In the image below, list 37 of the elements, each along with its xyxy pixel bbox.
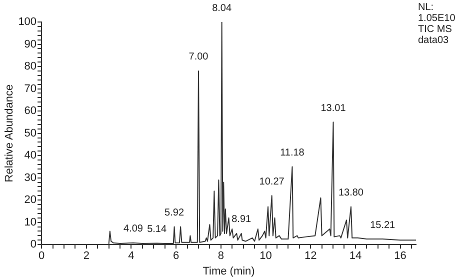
y-tick-label: 50 bbox=[24, 127, 37, 140]
text: TIC MS bbox=[418, 24, 453, 35]
x-tick-label: 16 bbox=[394, 250, 406, 262]
y-tick-label: 40 bbox=[24, 150, 37, 162]
annotation: 11.18 bbox=[280, 147, 305, 158]
annotation: 7.00 bbox=[188, 52, 209, 63]
x-tick-label: 8 bbox=[218, 250, 224, 262]
x-tick-label: 4 bbox=[128, 250, 134, 262]
text: NL: bbox=[418, 2, 435, 13]
annotation: 15.21 bbox=[370, 220, 396, 231]
y-tick-label: 80 bbox=[24, 60, 37, 73]
annotation: 5.14 bbox=[147, 224, 167, 236]
y-tick-label: 60 bbox=[24, 105, 37, 118]
y-tick-label: 30 bbox=[24, 172, 37, 184]
text: 1.05E10 bbox=[418, 13, 456, 24]
x-tick-label: 2 bbox=[83, 250, 90, 262]
y-tick-label: 0 bbox=[30, 238, 37, 251]
x-axis-title: Time (min) bbox=[202, 265, 255, 278]
annotation: 8.04 bbox=[212, 2, 232, 14]
annotation: 4.09 bbox=[124, 224, 144, 235]
annotation: 8.91 bbox=[232, 214, 252, 226]
x-tick-label: 10 bbox=[260, 250, 272, 262]
y-tick-label: 20 bbox=[24, 194, 37, 206]
annotation: 13.01 bbox=[320, 102, 346, 114]
text: data03 bbox=[418, 35, 450, 46]
y-tick-label: 70 bbox=[24, 82, 37, 95]
y-tick-label: 10 bbox=[24, 216, 37, 228]
x-tick-label: 12 bbox=[304, 250, 317, 262]
y-axis-title: Relative Abundance bbox=[4, 84, 16, 182]
annotation: 5.92 bbox=[164, 208, 184, 219]
annotation: 10.27 bbox=[259, 176, 285, 188]
x-tick-label: 0 bbox=[38, 250, 45, 262]
x-tick-label: 6 bbox=[173, 250, 180, 262]
x-tick-label: 14 bbox=[349, 250, 362, 262]
y-tick-label: 90 bbox=[24, 38, 37, 50]
annotation: 13.80 bbox=[338, 188, 364, 199]
y-tick-label: 100 bbox=[18, 16, 37, 28]
